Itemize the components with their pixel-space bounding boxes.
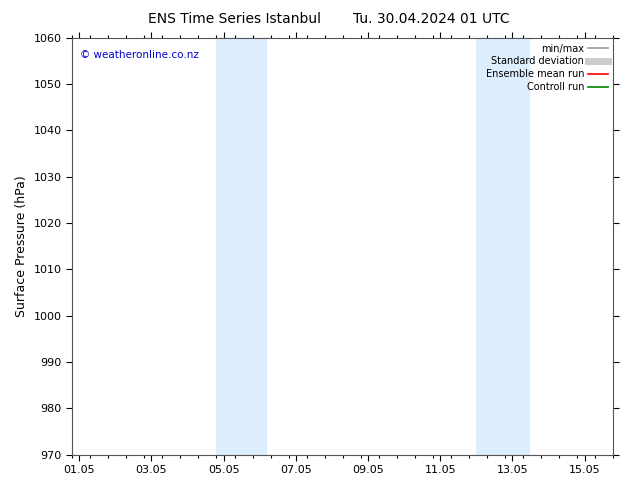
Bar xyxy=(476,38,531,455)
Text: Tu. 30.04.2024 01 UTC: Tu. 30.04.2024 01 UTC xyxy=(353,12,510,26)
Y-axis label: Surface Pressure (hPa): Surface Pressure (hPa) xyxy=(15,175,28,317)
Text: ENS Time Series Istanbul: ENS Time Series Istanbul xyxy=(148,12,321,26)
Text: © weatheronline.co.nz: © weatheronline.co.nz xyxy=(81,50,199,60)
Legend: min/max, Standard deviation, Ensemble mean run, Controll run: min/max, Standard deviation, Ensemble me… xyxy=(482,40,612,96)
Bar xyxy=(216,38,267,455)
